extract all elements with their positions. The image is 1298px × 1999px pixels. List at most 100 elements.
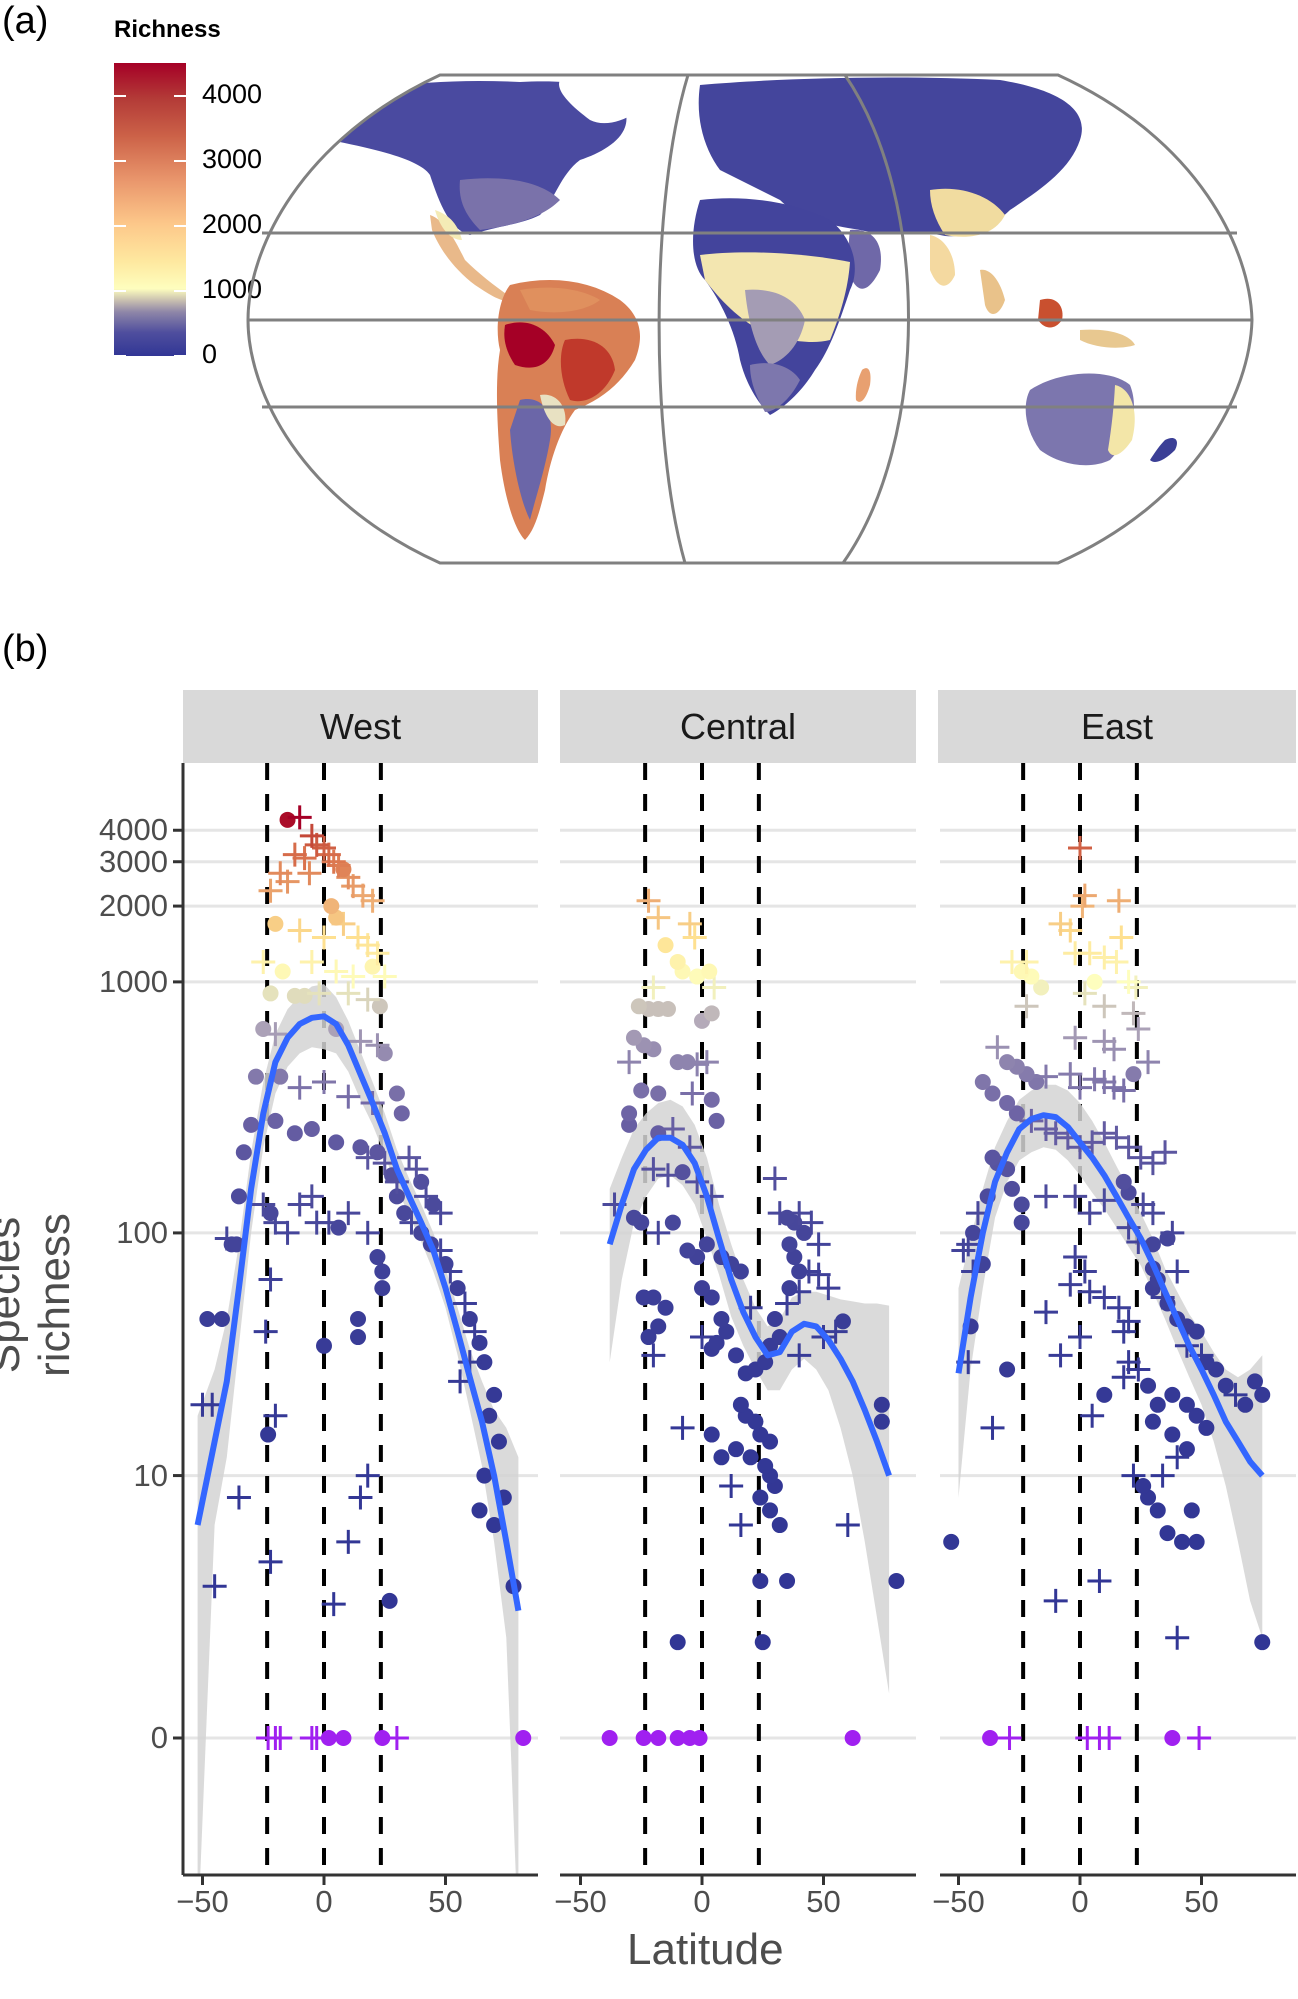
zero-richness-point bbox=[650, 1730, 667, 1746]
data-point bbox=[262, 1205, 279, 1222]
data-point bbox=[299, 1184, 324, 1209]
data-point bbox=[873, 1413, 890, 1430]
data-point bbox=[213, 1310, 230, 1327]
data-point bbox=[267, 1112, 284, 1129]
region-borneo bbox=[1038, 298, 1063, 328]
data-point bbox=[1159, 1525, 1176, 1542]
data-point bbox=[286, 1125, 303, 1142]
facet-strip-east: East bbox=[938, 690, 1296, 763]
data-point bbox=[1121, 1001, 1146, 1026]
zero-richness-point bbox=[268, 1726, 293, 1750]
data-point bbox=[682, 925, 707, 950]
data-point bbox=[630, 998, 647, 1015]
data-point bbox=[1072, 1259, 1097, 1284]
data-point bbox=[1128, 1145, 1153, 1170]
data-point bbox=[326, 853, 351, 878]
data-point bbox=[1144, 1413, 1161, 1430]
zero-richness-point bbox=[515, 1730, 532, 1746]
data-point bbox=[786, 1249, 803, 1266]
data-point bbox=[1096, 1386, 1113, 1403]
region-central-america bbox=[430, 215, 515, 302]
data-point bbox=[1043, 1121, 1068, 1146]
data-point bbox=[641, 1157, 666, 1182]
data-point bbox=[355, 1463, 380, 1488]
data-point bbox=[1080, 1403, 1105, 1428]
data-point bbox=[1165, 1259, 1190, 1284]
zero-richness-point bbox=[320, 1730, 337, 1746]
y-tick-label: 0 bbox=[150, 1720, 168, 1755]
data-point bbox=[708, 1334, 725, 1351]
data-point bbox=[728, 1513, 753, 1538]
facet-label-central: Central bbox=[679, 705, 797, 747]
data-point bbox=[336, 981, 361, 1006]
data-point bbox=[669, 1634, 686, 1651]
data-point bbox=[275, 1220, 300, 1245]
data-point bbox=[1072, 981, 1097, 1006]
data-point bbox=[365, 1033, 390, 1058]
legend-title: Richness bbox=[114, 16, 221, 43]
data-point bbox=[346, 925, 371, 950]
region-greenland bbox=[559, 78, 660, 124]
data-point bbox=[471, 1502, 488, 1519]
data-point bbox=[251, 1192, 276, 1217]
data-point bbox=[1144, 1236, 1161, 1253]
data-point bbox=[350, 1310, 367, 1327]
data-point bbox=[1092, 1188, 1117, 1213]
world-map bbox=[306, 77, 1177, 540]
data-point bbox=[974, 1074, 991, 1091]
data-point bbox=[1048, 911, 1073, 936]
y-axis-title: Species richness bbox=[0, 1213, 79, 1377]
x-tick-label: 0 bbox=[693, 1884, 711, 1919]
data-point bbox=[262, 985, 279, 1002]
data-point bbox=[1080, 1130, 1105, 1155]
data-point bbox=[806, 1262, 831, 1287]
facet-panel-west bbox=[173, 763, 538, 1885]
zero-richness-point bbox=[982, 1730, 999, 1746]
data-point bbox=[1106, 888, 1131, 913]
data-point bbox=[258, 878, 283, 903]
data-point bbox=[835, 1513, 860, 1538]
facet-label-east: East bbox=[1080, 705, 1154, 747]
data-point bbox=[646, 1220, 671, 1245]
data-point bbox=[762, 1502, 779, 1519]
data-point bbox=[703, 1005, 720, 1022]
y-tick-label: 2000 bbox=[99, 888, 168, 924]
data-point bbox=[757, 1458, 774, 1475]
x-tick-label: 0 bbox=[315, 1884, 333, 1919]
x-tick-label: 50 bbox=[1184, 1884, 1219, 1919]
data-point bbox=[999, 1054, 1016, 1071]
legend-tick-mark bbox=[114, 355, 126, 357]
data-point bbox=[732, 1396, 749, 1413]
data-point bbox=[640, 1329, 657, 1346]
data-point bbox=[279, 811, 296, 828]
data-point bbox=[985, 1035, 1010, 1060]
data-point bbox=[312, 1070, 336, 1095]
data-point bbox=[728, 1347, 745, 1364]
data-point bbox=[1043, 1588, 1068, 1613]
data-point bbox=[980, 1415, 1005, 1440]
data-point bbox=[1188, 1533, 1205, 1550]
data-point bbox=[251, 949, 276, 974]
data-point bbox=[297, 861, 322, 886]
data-point bbox=[834, 1313, 851, 1330]
data-point bbox=[1077, 1201, 1102, 1226]
data-point bbox=[796, 1224, 813, 1241]
data-point bbox=[1082, 1067, 1107, 1092]
data-point bbox=[287, 1075, 312, 1100]
data-point bbox=[694, 1280, 710, 1297]
data-point bbox=[312, 925, 336, 950]
data-point bbox=[199, 1310, 216, 1327]
y-tick-label: 10 bbox=[133, 1457, 168, 1493]
zero-richness-point bbox=[374, 1730, 391, 1746]
facet-strip-west: West bbox=[183, 690, 538, 763]
data-point bbox=[287, 1192, 312, 1217]
data-point bbox=[1116, 1135, 1141, 1160]
data-point bbox=[779, 1572, 796, 1589]
data-point bbox=[621, 1116, 638, 1133]
data-point bbox=[787, 1343, 812, 1368]
data-point bbox=[1086, 973, 1103, 990]
legend-tick-mark bbox=[174, 224, 186, 227]
data-point bbox=[336, 1529, 361, 1554]
data-point bbox=[350, 883, 375, 908]
